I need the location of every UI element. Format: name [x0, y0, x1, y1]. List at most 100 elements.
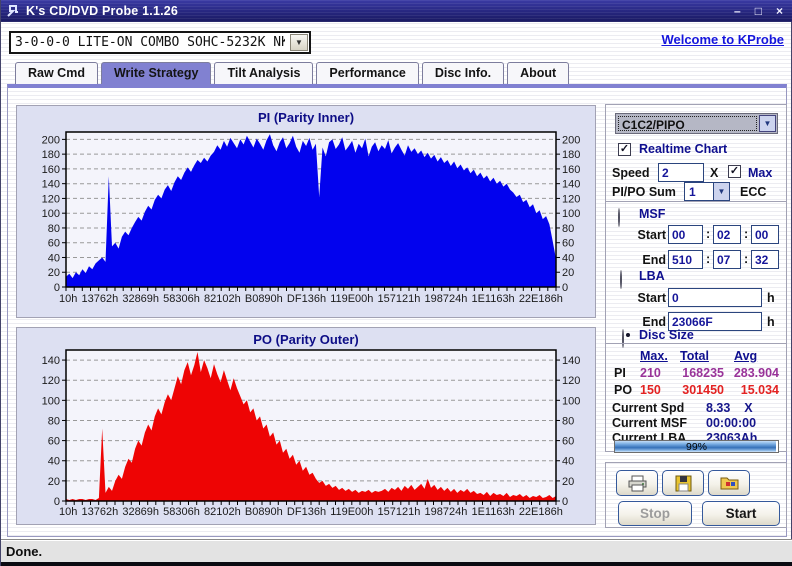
- check-icon: ✓: [730, 166, 739, 177]
- stop-button[interactable]: Stop: [618, 501, 692, 526]
- svg-text:100: 100: [562, 208, 580, 220]
- svg-text:140: 140: [42, 355, 60, 367]
- tab-about[interactable]: About: [507, 62, 569, 84]
- maximize-icon[interactable]: □: [755, 0, 762, 22]
- write-strategy-page: PI (Parity Inner) 0020204040606080801001…: [7, 84, 787, 537]
- mode-combobox-dropdown-button[interactable]: ▼: [759, 115, 776, 132]
- mode-combobox[interactable]: C1C2/PIPO ▼: [615, 113, 778, 134]
- stats-header-max: Max.: [640, 349, 668, 363]
- pi-chart-x-axis-labels: 10h13762h32869h58306h82102hB0890hDF136h1…: [59, 293, 563, 305]
- pipo-sum-combobox[interactable]: 1 ▼: [684, 182, 730, 201]
- lba-radio[interactable]: [620, 270, 622, 289]
- svg-text:40: 40: [48, 252, 60, 264]
- range-section: MSF Start : : End : : LBA Start h End: [606, 201, 786, 343]
- save-button[interactable]: [662, 470, 704, 496]
- x-tick-label: 1E1163h: [471, 506, 514, 518]
- x-tick-label: 82102h: [204, 506, 241, 518]
- max-speed-label: Max: [748, 166, 772, 180]
- pi-chart: PI (Parity Inner) 0020204040606080801001…: [16, 105, 596, 318]
- chevron-down-icon: ▼: [718, 188, 726, 196]
- x-tick-label: B0890h: [245, 506, 283, 518]
- svg-text:60: 60: [562, 238, 574, 250]
- svg-text:80: 80: [48, 223, 60, 235]
- start-button[interactable]: Start: [702, 501, 780, 526]
- status-bar: Done.: [1, 539, 792, 562]
- x-tick-label: 10h: [59, 293, 77, 305]
- msf-start-frame-input[interactable]: [751, 225, 779, 244]
- realtime-chart-checkbox[interactable]: ✓: [618, 143, 631, 156]
- svg-text:80: 80: [48, 415, 60, 427]
- svg-text:200: 200: [42, 134, 60, 146]
- tab-tilt-analysis[interactable]: Tilt Analysis: [214, 62, 313, 84]
- speed-label: Speed: [612, 166, 650, 180]
- msf-end-min-input[interactable]: [668, 250, 703, 269]
- speed-input[interactable]: [658, 163, 704, 182]
- x-tick-label: 119E00h: [330, 293, 373, 305]
- close-icon[interactable]: ×: [776, 0, 783, 22]
- check-icon: ✓: [620, 144, 629, 155]
- stats-header-avg: Avg: [734, 349, 757, 363]
- print-button[interactable]: [616, 470, 658, 496]
- stats-section: Max. Total Avg PI 210 168235 283.904 PO …: [606, 343, 786, 453]
- svg-text:20: 20: [48, 267, 60, 279]
- tab-performance[interactable]: Performance: [316, 62, 418, 84]
- x-tick-label: 10h: [59, 506, 77, 518]
- x-tick-label: 22E186h: [519, 293, 563, 305]
- msf-end-label: End: [622, 253, 666, 267]
- tab-raw-cmd[interactable]: Raw Cmd: [15, 62, 98, 84]
- msf-end-sec-input[interactable]: [713, 250, 741, 269]
- current-msf-value: 00:00:00: [706, 416, 756, 430]
- po-chart-x-axis-labels: 10h13762h32869h58306h82102hB0890hDF136h1…: [59, 506, 563, 518]
- msf-separator: :: [706, 227, 710, 241]
- x-tick-label: 22E186h: [519, 506, 563, 518]
- msf-start-label: Start: [622, 228, 666, 242]
- welcome-link[interactable]: Welcome to KProbe: [661, 32, 784, 47]
- x-tick-label: 198724h: [425, 506, 468, 518]
- settings-group: C1C2/PIPO ▼ ✓ Realtime Chart Speed X ✓ M…: [605, 104, 787, 452]
- pi-avg-value: 283.904: [722, 366, 779, 380]
- pipo-sum-dropdown-button[interactable]: ▼: [713, 183, 729, 200]
- printer-icon: [628, 475, 647, 492]
- tab-write-strategy[interactable]: Write Strategy: [101, 62, 212, 84]
- msf-label: MSF: [639, 207, 665, 221]
- svg-text:160: 160: [562, 164, 580, 176]
- po-max-value: 150: [640, 383, 661, 397]
- device-combobox-value[interactable]: [15, 34, 285, 51]
- realtime-chart-label: Realtime Chart: [639, 142, 727, 156]
- lba-label: LBA: [639, 269, 665, 283]
- x-tick-label: 32869h: [122, 293, 159, 305]
- svg-text:40: 40: [562, 456, 574, 468]
- x-tick-label: 32869h: [122, 506, 159, 518]
- app-icon: [6, 4, 20, 18]
- device-combobox-dropdown-button[interactable]: ▼: [290, 34, 308, 51]
- po-chart-plot: 002020404060608080100100120120140140: [17, 344, 597, 510]
- msf-radio[interactable]: [618, 208, 620, 227]
- svg-text:140: 140: [562, 355, 580, 367]
- msf-separator: :: [744, 252, 748, 266]
- x-tick-label: 198724h: [425, 293, 468, 305]
- po-row-label: PO: [614, 383, 632, 397]
- svg-text:180: 180: [562, 149, 580, 161]
- svg-text:20: 20: [562, 476, 574, 488]
- lba-start-input[interactable]: [668, 288, 762, 307]
- lba-start-label: Start: [622, 291, 666, 305]
- tab-disc-info[interactable]: Disc Info.: [422, 62, 504, 84]
- snapshot-button[interactable]: [708, 470, 750, 496]
- svg-text:80: 80: [562, 223, 574, 235]
- svg-text:120: 120: [562, 375, 580, 387]
- max-speed-checkbox[interactable]: ✓: [728, 165, 741, 178]
- msf-start-sec-input[interactable]: [713, 225, 741, 244]
- device-combobox[interactable]: ▼: [9, 31, 311, 54]
- minimize-icon[interactable]: –: [734, 0, 741, 22]
- title-bar: K's CD/DVD Probe 1.1.26 – □ ×: [1, 0, 792, 22]
- x-tick-label: DF136h: [287, 506, 326, 518]
- ecc-label: ECC: [740, 185, 766, 199]
- pi-chart-title: PI (Parity Inner): [17, 106, 595, 125]
- lba-end-label: End: [622, 315, 666, 329]
- svg-text:100: 100: [562, 395, 580, 407]
- stats-header-total: Total: [680, 349, 709, 363]
- msf-end-frame-input[interactable]: [751, 250, 779, 269]
- tab-bar: Raw Cmd Write Strategy Tilt Analysis Per…: [15, 62, 569, 84]
- msf-start-min-input[interactable]: [668, 225, 703, 244]
- window-title: K's CD/DVD Probe 1.1.26: [26, 4, 178, 18]
